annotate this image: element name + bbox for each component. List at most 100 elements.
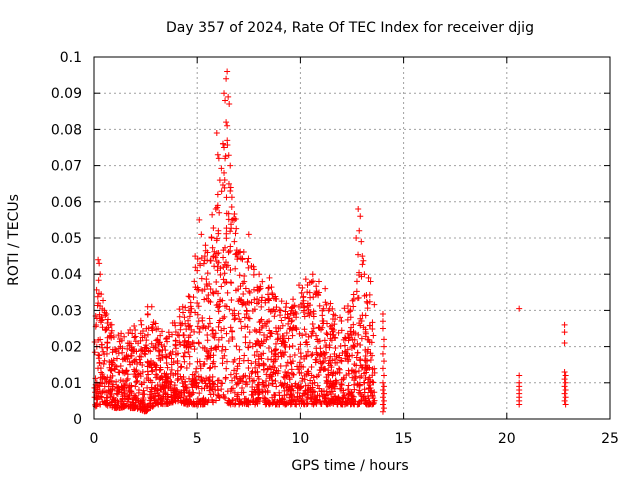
data-point (133, 348, 140, 355)
data-point (270, 306, 277, 313)
data-point (258, 338, 265, 345)
data-point (114, 355, 121, 362)
data-point (101, 357, 108, 364)
data-point (354, 349, 361, 356)
data-point (319, 359, 326, 366)
y-tick-label: 0.05 (51, 231, 82, 247)
data-point (233, 381, 240, 388)
data-point (156, 391, 163, 398)
data-point (236, 346, 243, 353)
data-point (245, 344, 252, 351)
data-point (561, 321, 568, 328)
data-point (311, 393, 318, 400)
data-point (185, 338, 192, 345)
data-point (179, 303, 186, 310)
data-point (211, 363, 218, 370)
data-point (160, 389, 167, 396)
data-point (309, 271, 316, 278)
data-point (218, 334, 225, 341)
data-point (238, 325, 245, 332)
data-point (221, 144, 228, 151)
data-point (307, 377, 314, 384)
data-point (258, 351, 265, 358)
data-point (209, 331, 216, 338)
data-point (282, 314, 289, 321)
data-point (366, 322, 373, 329)
data-point (148, 303, 155, 310)
y-tick-label: 0 (73, 412, 82, 428)
data-point (100, 297, 107, 304)
data-point (357, 213, 364, 220)
data-point (290, 371, 297, 378)
data-point (342, 348, 349, 355)
data-point (102, 376, 109, 383)
data-point (212, 206, 219, 213)
data-point (311, 379, 318, 386)
data-point (516, 401, 523, 408)
data-point (309, 321, 316, 328)
data-point (310, 278, 317, 285)
data-point (251, 266, 258, 273)
data-point (99, 324, 106, 331)
data-point (233, 343, 240, 350)
data-point (309, 328, 316, 335)
data-point (186, 353, 193, 360)
data-point (207, 352, 214, 359)
data-point (357, 341, 364, 348)
data-point (109, 372, 116, 379)
data-point (356, 227, 363, 234)
data-point (214, 191, 221, 198)
data-point (154, 336, 161, 343)
data-point (241, 352, 248, 359)
data-point (355, 206, 362, 213)
data-point (225, 180, 232, 187)
data-point (194, 311, 201, 318)
data-point (359, 261, 366, 268)
data-point (380, 372, 387, 379)
data-points-layer (91, 68, 569, 415)
data-point (211, 263, 218, 270)
data-point (150, 359, 157, 366)
data-point (137, 373, 144, 380)
data-point (365, 385, 372, 392)
data-point (200, 324, 207, 331)
data-point (132, 393, 139, 400)
data-point (561, 376, 568, 383)
data-point (206, 365, 213, 372)
data-point (146, 391, 153, 398)
data-point (206, 315, 213, 322)
data-point (277, 335, 284, 342)
data-point (201, 257, 208, 264)
data-point (336, 352, 343, 359)
data-point (115, 332, 122, 339)
data-point (353, 235, 360, 241)
data-point (265, 382, 272, 389)
data-point (208, 235, 215, 241)
data-point (113, 363, 120, 370)
data-point (263, 398, 270, 405)
data-point (205, 323, 212, 330)
data-point (214, 304, 221, 311)
data-point (201, 385, 208, 392)
data-point (204, 331, 211, 338)
data-point (227, 184, 234, 191)
data-point (350, 368, 357, 375)
data-point (365, 346, 372, 353)
data-point (252, 341, 259, 348)
data-point (266, 274, 273, 281)
data-point (236, 397, 243, 404)
data-point (366, 381, 373, 388)
data-point (313, 356, 320, 363)
data-point (379, 401, 386, 408)
data-point (227, 371, 234, 378)
data-point (180, 332, 187, 339)
data-point (221, 325, 228, 332)
data-point (98, 394, 105, 401)
data-point (359, 253, 366, 260)
data-point (144, 310, 151, 317)
data-point (302, 276, 309, 283)
data-point (219, 360, 226, 367)
data-point (367, 357, 374, 364)
data-point (142, 408, 149, 415)
data-point (183, 365, 190, 372)
